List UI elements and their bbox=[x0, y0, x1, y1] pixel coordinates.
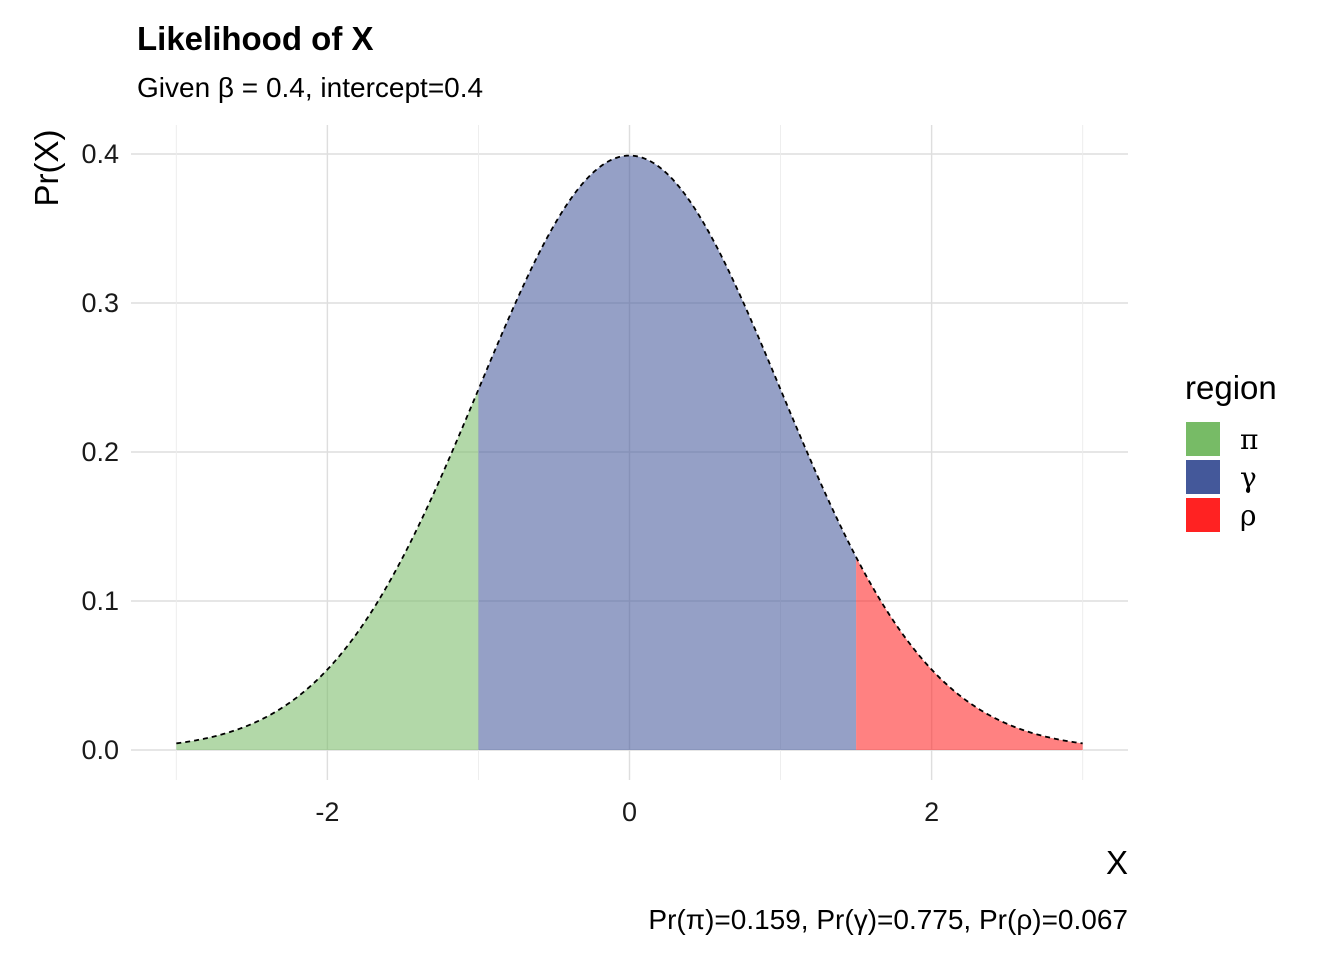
legend-title: region bbox=[1185, 369, 1277, 406]
regions bbox=[176, 155, 1083, 750]
y-axis-title: Pr(X) bbox=[28, 130, 65, 207]
region-pi bbox=[176, 389, 479, 750]
y-tick-label: 0.3 bbox=[81, 288, 119, 318]
y-tick-label: 0.4 bbox=[81, 139, 119, 169]
legend-key bbox=[1186, 460, 1220, 494]
grid-lines bbox=[131, 125, 1128, 780]
legend-key bbox=[1186, 498, 1220, 532]
chart-caption: Pr(π)=0.159, Pr(γ)=0.775, Pr(ρ)=0.067 bbox=[648, 904, 1128, 935]
x-tick-label: 2 bbox=[924, 797, 939, 827]
x-axis-title: X bbox=[1106, 844, 1128, 881]
y-axis-ticks: 0.0 0.1 0.2 0.3 0.4 bbox=[81, 139, 119, 765]
legend: region πγρ bbox=[1185, 369, 1277, 532]
legend-label: ρ bbox=[1240, 499, 1256, 532]
chart-title: Likelihood of X bbox=[137, 20, 374, 57]
density-curve bbox=[176, 154, 1083, 745]
x-tick-label: -2 bbox=[315, 797, 339, 827]
y-tick-label: 0.2 bbox=[81, 437, 119, 467]
chart-subtitle: Given β = 0.4, intercept=0.4 bbox=[137, 72, 483, 103]
region-rho bbox=[856, 557, 1083, 750]
y-tick-label: 0.1 bbox=[81, 586, 119, 616]
density-line bbox=[176, 154, 1083, 745]
legend-label: π bbox=[1240, 423, 1258, 456]
x-axis-ticks: -2 0 2 bbox=[315, 797, 939, 827]
legend-key bbox=[1186, 422, 1220, 456]
legend-label: γ bbox=[1240, 461, 1257, 494]
region-gamma bbox=[478, 155, 857, 750]
x-tick-label: 0 bbox=[622, 797, 637, 827]
y-tick-label: 0.0 bbox=[81, 735, 119, 765]
